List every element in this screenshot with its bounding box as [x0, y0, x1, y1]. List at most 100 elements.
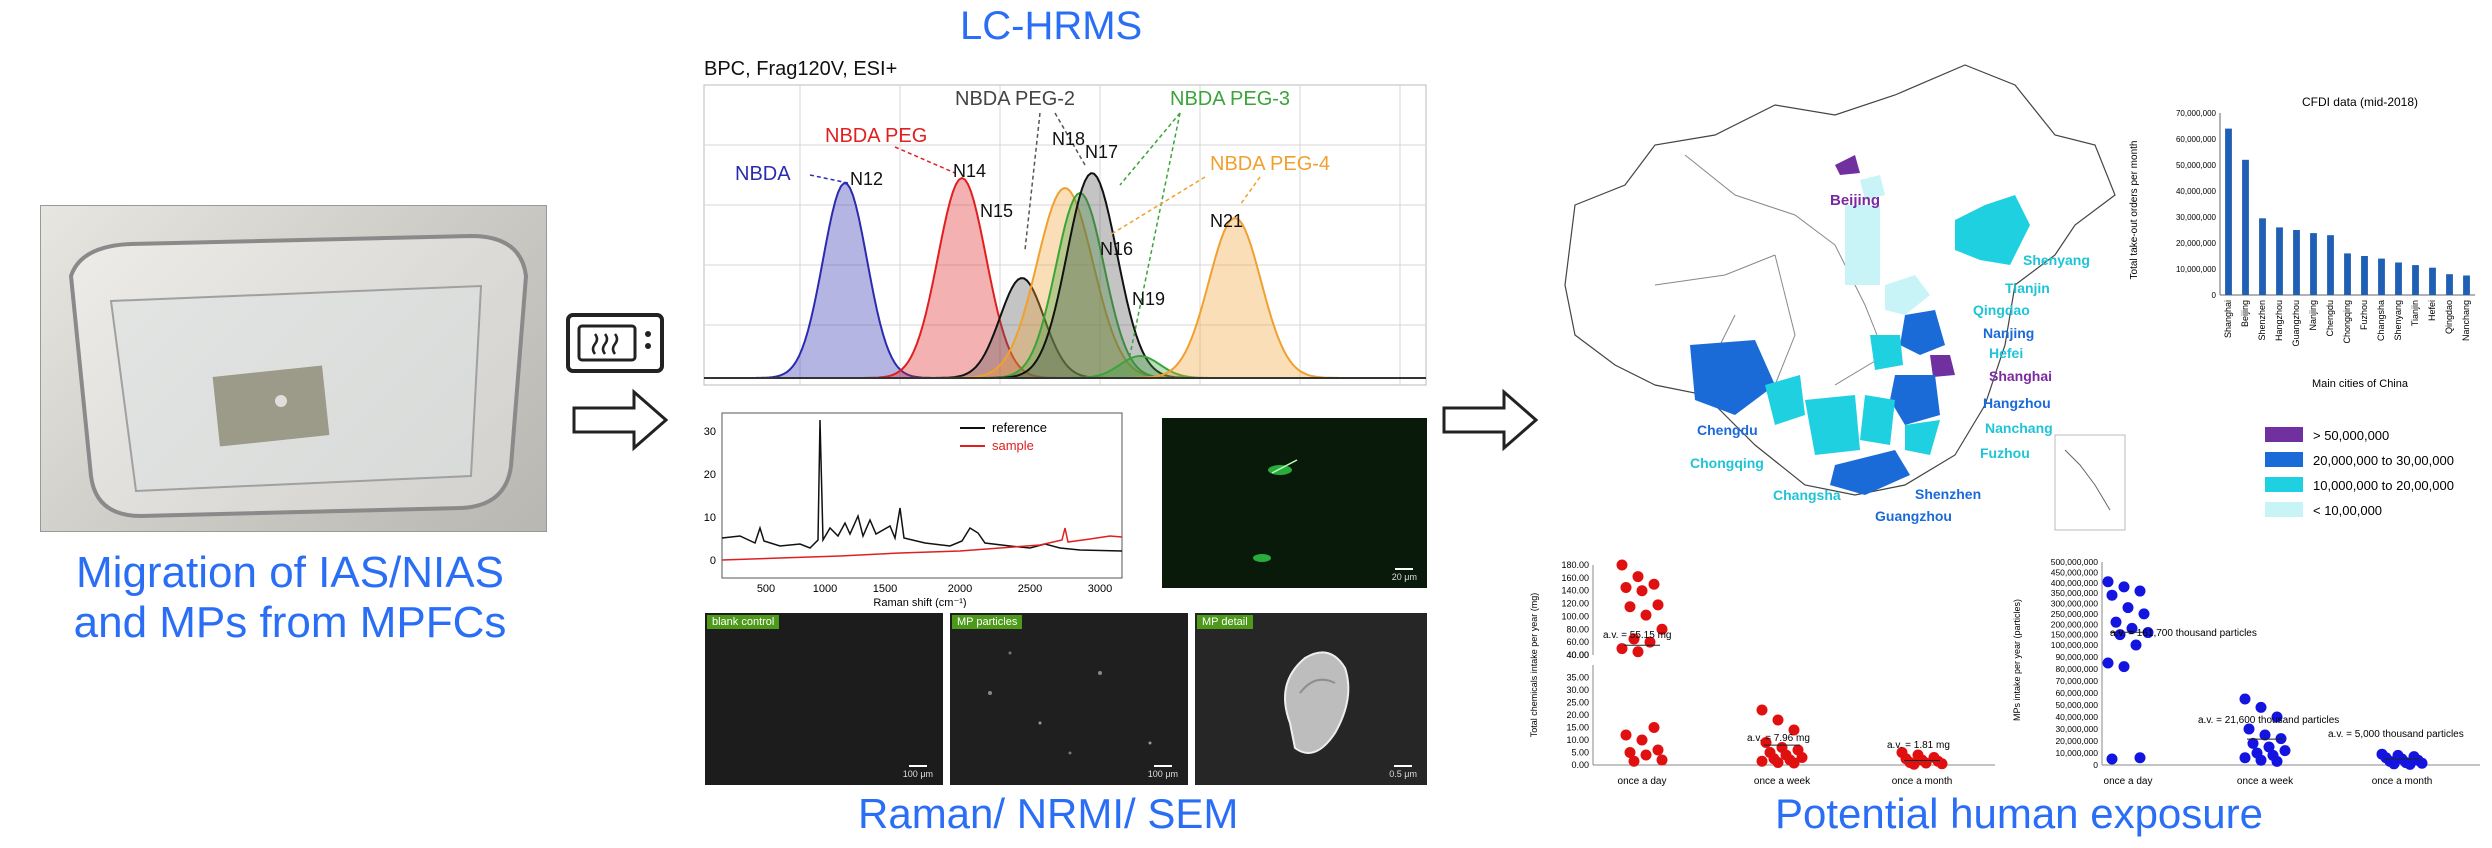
raman-xtick-2000: 2000	[948, 583, 972, 595]
sem-scale-text-particles: 100 μm	[1147, 769, 1178, 779]
mg-point	[1656, 754, 1668, 766]
mp-ytick-label: 50,000,000	[2055, 700, 2098, 710]
bar-category-label: Shenyang	[2393, 300, 2403, 341]
city-label-shenyang: Shenyang	[2023, 252, 2090, 268]
sem-label-detail: MP detail	[1197, 615, 1253, 629]
mg-ytick-upper: 140.00	[1561, 586, 1589, 596]
cfdi-bar-svg: CFDI data (mid-2018) Total take-out orde…	[2129, 95, 2475, 390]
mg-point	[1624, 747, 1636, 758]
city-label-hangzhou: Hangzhou	[1983, 395, 2051, 411]
city-label-guangzhou: Guangzhou	[1875, 508, 1952, 524]
mg-point	[1620, 729, 1632, 741]
bar-ytick-label: 50,000,000	[2176, 161, 2217, 170]
peak-nbda-peg2-a	[933, 277, 1110, 379]
mg-ytick-upper: 60.00	[1566, 637, 1589, 647]
raman-xtick-1000: 1000	[813, 583, 837, 595]
china-map: Beijing Shenyang Tianjin Qingdao Nanjing…	[1535, 55, 2135, 535]
city-label-tianjin: Tianjin	[2005, 280, 2050, 296]
bar-chongqing	[2344, 253, 2351, 295]
mp-point	[2106, 589, 2118, 601]
city-label-qingdao: Qingdao	[1973, 302, 2030, 318]
bar-category-label: Shanghai	[2223, 300, 2233, 338]
chromatogram: BPC, Frag120V, ESI+ NBDA NBDA PEG NBDA P…	[700, 55, 1430, 390]
peak-label-n15: N15	[980, 201, 1013, 221]
mp-point	[2134, 585, 2146, 597]
mp-ytick-label: 0	[2093, 760, 2098, 770]
mp-point	[2255, 701, 2267, 713]
mg-point	[1636, 734, 1648, 746]
city-label-beijing: Beijing	[1830, 192, 1880, 209]
fluorescence-image: 20 μm	[1162, 418, 1427, 588]
mp-ytick-label: 40,000,000	[2055, 712, 2098, 722]
mp-point	[2126, 622, 2138, 634]
map-legend: > 50,000,000 20,000,000 to 30,00,000 10,…	[2265, 425, 2485, 530]
bar-category-label: Tianjin	[2410, 300, 2420, 326]
mg-point	[1648, 722, 1660, 733]
raman-xlabel: Raman shift (cm⁻¹)	[873, 597, 966, 608]
raman-xtick-2500: 2500	[1018, 583, 1042, 595]
mp-point	[2142, 627, 2154, 639]
mg-point	[1632, 571, 1644, 583]
mp-point	[2388, 758, 2400, 770]
raman-svg: 0 10 20 30 500 1000 1500 2000 2500 3000 …	[704, 412, 1123, 609]
bar-category-label: Fuzhou	[2359, 300, 2369, 330]
mp-point	[2130, 639, 2142, 651]
raman-xtick-1500: 1500	[873, 583, 897, 595]
middle-caption: Raman/ NRMI/ SEM	[858, 790, 1239, 837]
bar-category-label: Nanjing	[2308, 300, 2318, 331]
mp-point	[2263, 741, 2275, 753]
bar-shenzhen	[2259, 218, 2266, 295]
peak-nbda-peg4-b	[1130, 217, 1340, 379]
map-legend-label-2: 10,000,000 to 20,00,000	[2313, 478, 2454, 493]
mg-chart-ylabel: Total chemicals intake per year (mg)	[1529, 593, 1539, 738]
raman-reference-line	[721, 419, 1123, 552]
sem-scalebar-detail: 0.5 μm	[1389, 765, 1417, 779]
bar-chart-xlabel: Main cities of China	[2312, 378, 2409, 390]
map-legend-swatch-2	[2265, 477, 2303, 492]
bar-shanghai	[2225, 128, 2232, 295]
peak-label-n17: N17	[1085, 142, 1118, 162]
map-legend-label-1: 20,000,000 to 30,00,000	[2313, 453, 2454, 468]
raman-ytick-10: 10	[704, 512, 716, 524]
mp-point	[2102, 657, 2114, 669]
mg-point	[1656, 623, 1668, 635]
left-caption-line2: and MPs from MPFCs	[73, 598, 507, 647]
bar-ytick-label: 60,000,000	[2176, 135, 2217, 144]
mg-point	[1620, 582, 1632, 593]
mp-ytick-label: 150,000,000	[2051, 630, 2099, 640]
mg-ytick-lower: 5.00	[1571, 748, 1589, 758]
bar-changsha	[2378, 258, 2385, 295]
mp-point	[2416, 757, 2428, 769]
mp-point	[2279, 745, 2291, 757]
mg-point	[1628, 755, 1640, 767]
chromatogram-svg: BPC, Frag120V, ESI+ NBDA NBDA PEG NBDA P…	[703, 58, 1427, 386]
bar-ytick-label: 20,000,000	[2176, 239, 2217, 248]
mp-point	[2118, 661, 2130, 673]
bar-chart-ylabel: Total take-out orders per month	[2129, 141, 2140, 280]
sem-scalebar-blank: 100 μm	[903, 765, 933, 779]
sem-image-particles: MP particles 100 μm	[950, 613, 1188, 785]
raman-sample-line	[721, 527, 1123, 561]
mg-ytick-lower: 20.00	[1566, 710, 1589, 720]
peak-label-n14: N14	[953, 161, 986, 181]
raman-xtick-500: 500	[757, 583, 775, 595]
peak-nbda-peg	[865, 176, 1059, 379]
lc-hrms-title: LC-HRMS	[960, 4, 1143, 48]
mp-point	[2271, 711, 2283, 723]
raman-ytick-30: 30	[704, 426, 716, 438]
mp-intake-chart: MPs intake per year (particles) 0 10,000,…	[2010, 550, 2492, 790]
mg-point	[1624, 601, 1636, 613]
mp-ytick-label: 60,000,000	[2055, 688, 2098, 698]
bar-category-label: Shenzhen	[2257, 300, 2267, 341]
mg-point	[1788, 757, 1800, 769]
mp-xtick-1: once a week	[2237, 776, 2294, 787]
raman-legend-reference: reference	[992, 420, 1047, 435]
container-photo	[40, 205, 547, 532]
mg-annotation-2: a.v. = 1.81 mg	[1887, 740, 1950, 751]
bar-shenyang	[2395, 262, 2402, 295]
mg-xtick-0: once a day	[1618, 776, 1667, 787]
mg-point	[1640, 749, 1652, 761]
mg-ytick-lower: 0.00	[1571, 760, 1589, 770]
mp-ytick-label: 80,000,000	[2055, 664, 2098, 674]
bar-hefei	[2429, 267, 2436, 295]
